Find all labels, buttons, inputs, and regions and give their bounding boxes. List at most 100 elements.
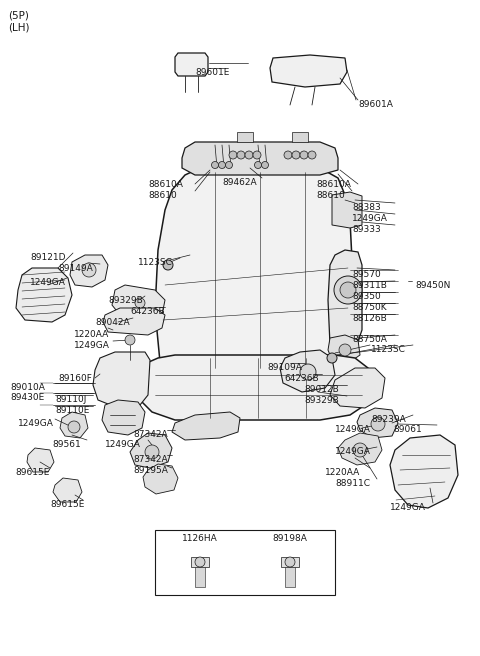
Text: 1126HA: 1126HA: [182, 534, 218, 543]
Text: 89462A: 89462A: [222, 178, 257, 187]
Polygon shape: [130, 433, 172, 468]
Circle shape: [218, 161, 226, 169]
Text: 88750A: 88750A: [352, 335, 387, 344]
Circle shape: [253, 151, 261, 159]
Polygon shape: [143, 464, 178, 494]
Text: 1220AA: 1220AA: [74, 330, 109, 339]
Text: 89329B: 89329B: [304, 396, 339, 405]
Text: 89110J: 89110J: [55, 395, 86, 404]
Text: 89198A: 89198A: [273, 534, 307, 543]
Polygon shape: [60, 412, 88, 438]
Circle shape: [68, 421, 80, 433]
Text: 1249GA: 1249GA: [335, 425, 371, 434]
Text: 88911C: 88911C: [335, 479, 370, 488]
Circle shape: [125, 335, 135, 345]
Text: 1220AA: 1220AA: [325, 468, 360, 477]
Polygon shape: [332, 192, 362, 228]
Text: 89615E: 89615E: [15, 468, 49, 477]
Circle shape: [237, 151, 245, 159]
Circle shape: [262, 161, 268, 169]
Text: 89615E: 89615E: [50, 500, 84, 509]
Circle shape: [285, 557, 295, 567]
Text: 89195A: 89195A: [133, 466, 168, 475]
Text: 64236B: 64236B: [284, 374, 319, 383]
Polygon shape: [270, 55, 347, 87]
Text: 88610: 88610: [148, 191, 177, 200]
Text: 88750K: 88750K: [352, 303, 386, 312]
Text: 1249GA: 1249GA: [74, 341, 110, 350]
Circle shape: [334, 276, 362, 304]
Polygon shape: [390, 435, 458, 508]
Text: 1249GA: 1249GA: [30, 278, 66, 287]
Polygon shape: [328, 335, 360, 362]
Text: 89239A: 89239A: [371, 415, 406, 424]
Text: 89329B: 89329B: [108, 296, 143, 305]
Text: 89012B: 89012B: [304, 385, 339, 394]
Circle shape: [195, 557, 205, 567]
Text: 89149A: 89149A: [58, 264, 93, 273]
Polygon shape: [16, 268, 72, 322]
Text: 1249GA: 1249GA: [105, 440, 141, 449]
Text: 87342A: 87342A: [133, 455, 168, 464]
Text: 89110E: 89110E: [55, 406, 89, 415]
Bar: [285, 567, 295, 587]
Polygon shape: [191, 557, 209, 567]
Circle shape: [300, 364, 316, 380]
Circle shape: [353, 443, 367, 457]
Polygon shape: [102, 400, 145, 435]
Text: 89061: 89061: [393, 425, 422, 434]
Circle shape: [284, 151, 292, 159]
Polygon shape: [281, 557, 299, 567]
Circle shape: [245, 151, 253, 159]
Circle shape: [371, 417, 385, 431]
Text: 89109A: 89109A: [267, 363, 302, 372]
Text: 89450N: 89450N: [415, 281, 450, 290]
Polygon shape: [140, 355, 370, 420]
Text: 89430E: 89430E: [10, 393, 44, 402]
Polygon shape: [27, 448, 54, 472]
Text: 1249GA: 1249GA: [352, 214, 388, 223]
Circle shape: [254, 161, 262, 169]
Polygon shape: [237, 132, 253, 142]
Text: 87342A: 87342A: [133, 430, 168, 439]
Circle shape: [135, 298, 145, 308]
Text: 89042A: 89042A: [95, 318, 130, 327]
Text: 88126B: 88126B: [352, 314, 387, 323]
Circle shape: [340, 282, 356, 298]
Text: 1123SC: 1123SC: [371, 345, 406, 354]
Text: 1249GA: 1249GA: [335, 447, 371, 456]
Text: 89160F: 89160F: [58, 374, 92, 383]
Text: 88610A: 88610A: [148, 180, 183, 189]
Text: 89570: 89570: [352, 270, 381, 279]
Text: (5P): (5P): [8, 10, 29, 20]
Circle shape: [82, 263, 96, 277]
Polygon shape: [172, 412, 240, 440]
Polygon shape: [292, 132, 308, 142]
Bar: [155, 530, 335, 595]
Polygon shape: [175, 53, 208, 76]
Text: 88610A: 88610A: [316, 180, 351, 189]
Circle shape: [212, 161, 218, 169]
Text: 88383: 88383: [352, 203, 381, 212]
Text: 1249GA: 1249GA: [18, 419, 54, 428]
Text: 89333: 89333: [352, 225, 381, 234]
Polygon shape: [93, 352, 150, 408]
Text: 89601A: 89601A: [358, 100, 393, 109]
Polygon shape: [103, 308, 165, 335]
Polygon shape: [155, 162, 352, 372]
Text: (LH): (LH): [8, 22, 29, 32]
Circle shape: [292, 151, 300, 159]
Polygon shape: [182, 142, 338, 175]
Circle shape: [145, 445, 159, 459]
Circle shape: [229, 151, 237, 159]
Text: 89121D: 89121D: [30, 253, 65, 262]
Text: 89601E: 89601E: [195, 68, 229, 77]
Bar: [195, 567, 205, 587]
Polygon shape: [280, 350, 335, 392]
Text: 89350: 89350: [352, 292, 381, 301]
Text: 64236B: 64236B: [130, 307, 165, 316]
Polygon shape: [328, 250, 362, 358]
Circle shape: [327, 353, 337, 363]
Polygon shape: [70, 255, 108, 287]
Circle shape: [339, 344, 351, 356]
